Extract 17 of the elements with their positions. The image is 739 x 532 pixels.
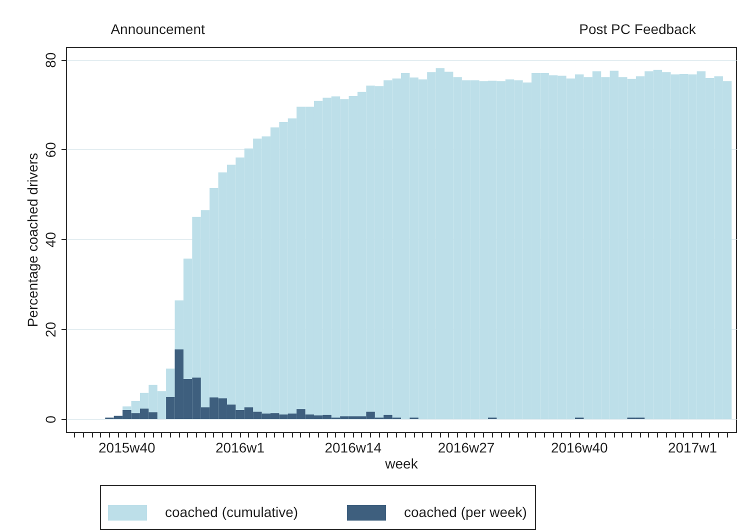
y-tick-label: 0 (42, 415, 58, 424)
y-tick-label: 60 (42, 142, 58, 158)
y-axis-title: Percentage coached drivers (24, 152, 40, 328)
legend-label: coached (per week) (404, 504, 527, 520)
x-tick-label: 2016w40 (550, 440, 608, 456)
x-tick-label: 2016w1 (216, 440, 265, 456)
x-tick-label: 2016w14 (324, 440, 382, 456)
y-tick-label: 80 (42, 52, 58, 68)
legend-label: coached (cumulative) (165, 504, 298, 520)
text: Post PC Feedback (579, 21, 697, 37)
x-tick-label: 2016w27 (438, 440, 495, 456)
y-tick-label: 20 (42, 322, 58, 338)
text: Announcement (110, 21, 205, 37)
y-tick-label: 40 (42, 232, 58, 248)
x-tick-label: 2017w1 (668, 440, 718, 456)
x-tick-label: 2015w40 (98, 440, 156, 456)
x-axis-title: week (384, 456, 419, 472)
